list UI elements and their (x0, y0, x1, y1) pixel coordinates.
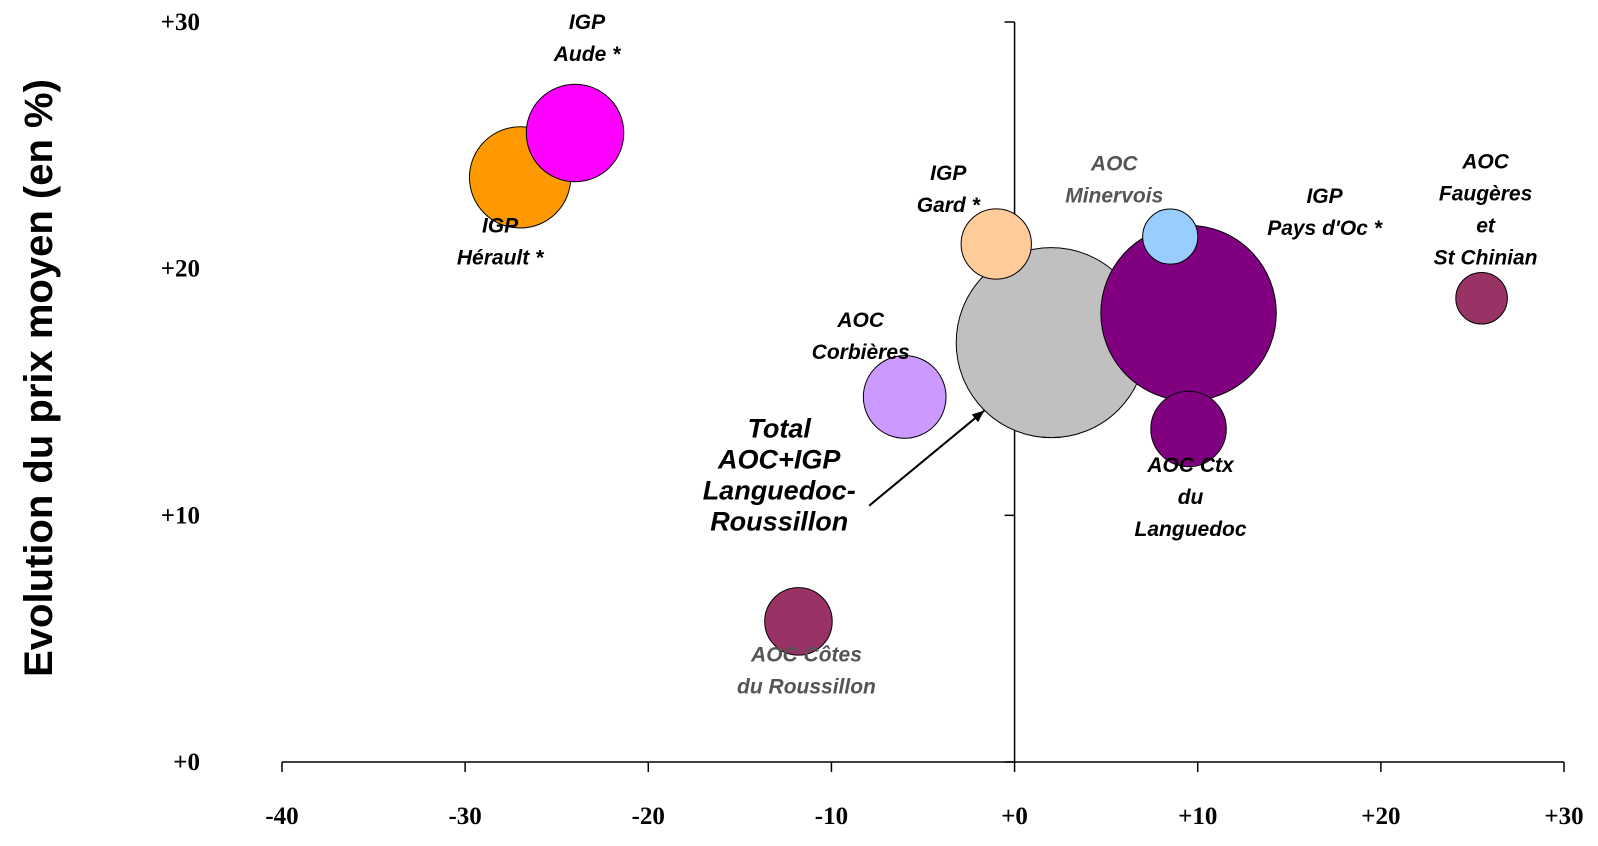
x-tick-label: -10 (815, 803, 848, 830)
bubbles (468, 83, 1508, 656)
bubble-label: IGP Hérault * (457, 214, 544, 269)
bubble-label: AOC Corbières (812, 309, 910, 364)
bubble-label: AOC Ctx du Languedoc (1135, 454, 1247, 541)
annotation (868, 409, 985, 507)
bubble-labels: IGP Aude * IGP Hérault * IGP Gard * AOC Minervo… (457, 11, 1538, 698)
x-tick-label: -40 (265, 803, 298, 830)
x-tick-label: -30 (448, 803, 481, 830)
total-arrowhead (971, 410, 985, 423)
y-axis-label: Evolution du prix moyen (en %) (17, 79, 61, 677)
x-ticks: -40 -30 -20 -10 +0 +10 +20 +30 (265, 762, 1584, 830)
x-tick-label: +30 (1544, 803, 1583, 830)
bubble (525, 83, 625, 183)
bubble-label: IGP Pays d'Oc * (1267, 185, 1383, 240)
y-ticks: +0 +10 +20 +30 (161, 9, 1015, 776)
y-tick-label: +20 (161, 256, 200, 283)
bubble (1150, 390, 1227, 468)
x-tick-label: +20 (1361, 803, 1400, 830)
y-tick-label: +10 (161, 502, 200, 529)
bubble (764, 587, 833, 656)
total-arrow (868, 409, 985, 507)
x-tick-label: +10 (1178, 803, 1217, 830)
bubble-label: AOC Minervois (1065, 153, 1163, 208)
bubble-label: AOC Côtes du Roussillon (737, 643, 876, 698)
bubble (1142, 208, 1199, 265)
bubble-label: AOC Faugères et St Chinian (1434, 150, 1538, 269)
x-tick-label: -20 (632, 803, 665, 830)
y-tick-label: +0 (173, 749, 200, 776)
bubble (1455, 271, 1508, 325)
bubble (960, 208, 1032, 280)
bubble-label: IGP Aude * (553, 11, 621, 66)
y-tick-label: +30 (161, 9, 200, 36)
bubble-label: IGP Gard * (917, 162, 981, 217)
bubble-label: Total AOC+IGP Languedoc-Roussillon (703, 414, 856, 537)
bubble (862, 355, 947, 439)
x-tick-label: +0 (1001, 803, 1028, 830)
